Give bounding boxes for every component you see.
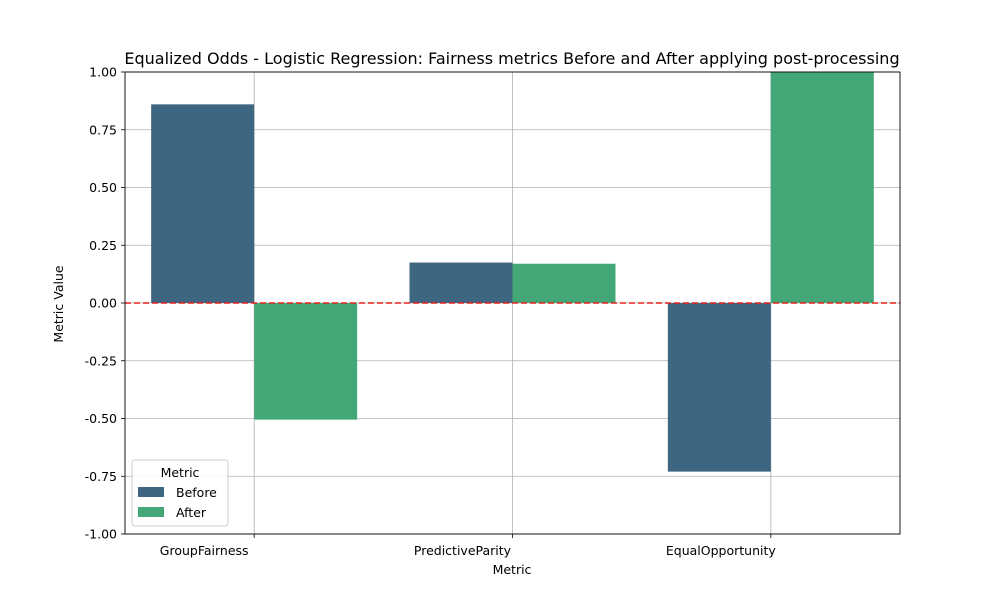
y-tick-label: 0.25 [89,238,117,253]
x-tick-label: GroupFairness [160,543,249,558]
x-tick-label: PredictiveParity [414,543,512,558]
bar-before-equalopportunity [667,303,771,472]
x-axis-label: Metric [493,562,532,577]
chart-title: Equalized Odds - Logistic Regression: Fa… [124,49,899,68]
bar-after-equalopportunity [770,72,874,303]
y-tick-label: -1.00 [85,527,117,542]
y-tick-label: 0.75 [89,122,117,137]
bar-before-groupfairness [151,104,255,303]
y-axis-label: Metric Value [51,265,66,342]
y-tick-label: -0.50 [85,411,117,426]
plot-frame [124,71,901,535]
legend-swatch-before [138,487,164,497]
y-tick-label: 1.00 [89,65,117,80]
legend-entries: Before After [138,485,217,520]
x-tick-label: EqualOpportunity [666,543,777,558]
y-tick-label: 0.00 [89,296,117,311]
legend-swatch-after [138,507,164,517]
y-tick-label: -0.75 [85,469,117,484]
axes-layer: -1.00 -0.75 -0.50 -0.25 0.00 0.25 0.50 0.75 1.00… [85,65,901,558]
bar-before-predictiveparity [409,262,513,303]
bar-after-groupfairness [254,303,358,420]
legend: Metric Before After [131,459,229,527]
bar-after-predictiveparity [512,263,616,303]
legend-label-before: Before [176,485,217,500]
y-tick-label: -0.25 [85,353,117,368]
y-tick-label: 0.50 [89,180,117,195]
legend-title: Metric [161,465,200,480]
bars-layer [151,72,874,472]
legend-label-after: After [176,505,207,520]
